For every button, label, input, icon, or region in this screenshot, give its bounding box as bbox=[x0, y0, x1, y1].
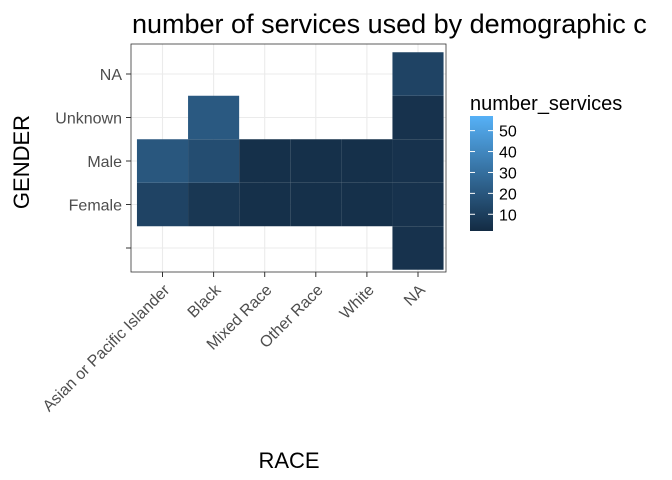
heatmap-tile bbox=[392, 139, 444, 183]
legend-tick-label: 40 bbox=[499, 145, 517, 162]
y-axis-title: GENDER bbox=[9, 115, 34, 209]
heatmap-tile bbox=[188, 182, 240, 227]
heatmap-tile bbox=[239, 139, 291, 183]
heatmap-tile bbox=[290, 182, 342, 227]
x-tick-label: Asian or Pacific Islander bbox=[40, 281, 174, 415]
legend-tick-label: 50 bbox=[499, 124, 517, 141]
x-axis-title: RACE bbox=[258, 448, 319, 473]
legend-tick-label: 20 bbox=[499, 186, 517, 203]
heatmap-tile bbox=[136, 182, 189, 227]
x-tick-label: White bbox=[337, 282, 378, 323]
y-tick-label: NA bbox=[100, 67, 123, 84]
heatmap-tile bbox=[392, 95, 444, 140]
y-tick-label: Male bbox=[87, 154, 122, 171]
heatmap-tile bbox=[188, 139, 240, 183]
panel-border bbox=[130, 43, 447, 273]
x-tick-label: NA bbox=[401, 282, 429, 310]
heatmap-tile bbox=[392, 182, 444, 227]
color-legend: number_services 10 20 30 40 50 bbox=[470, 93, 622, 231]
y-tick-label: Unknown bbox=[55, 111, 122, 128]
y-tick-label: Female bbox=[69, 198, 122, 215]
legend-tick-label: 10 bbox=[499, 207, 517, 224]
heatmap-tile bbox=[341, 139, 393, 183]
heatmap-tile bbox=[392, 226, 444, 270]
x-tick-label: Black bbox=[185, 281, 225, 321]
heatmap-tile bbox=[290, 139, 342, 183]
legend-title: number_services bbox=[470, 93, 622, 115]
chart-title: number of services used by demographic c bbox=[132, 9, 647, 39]
heatmap-tile bbox=[239, 182, 291, 227]
heatmap-tile bbox=[392, 52, 444, 96]
legend-colorbar bbox=[470, 116, 493, 231]
legend-tick-label: 30 bbox=[499, 165, 517, 182]
heatmap-tile bbox=[188, 95, 240, 140]
heatmap-tile bbox=[136, 139, 189, 183]
heatmap-tile bbox=[341, 182, 393, 227]
